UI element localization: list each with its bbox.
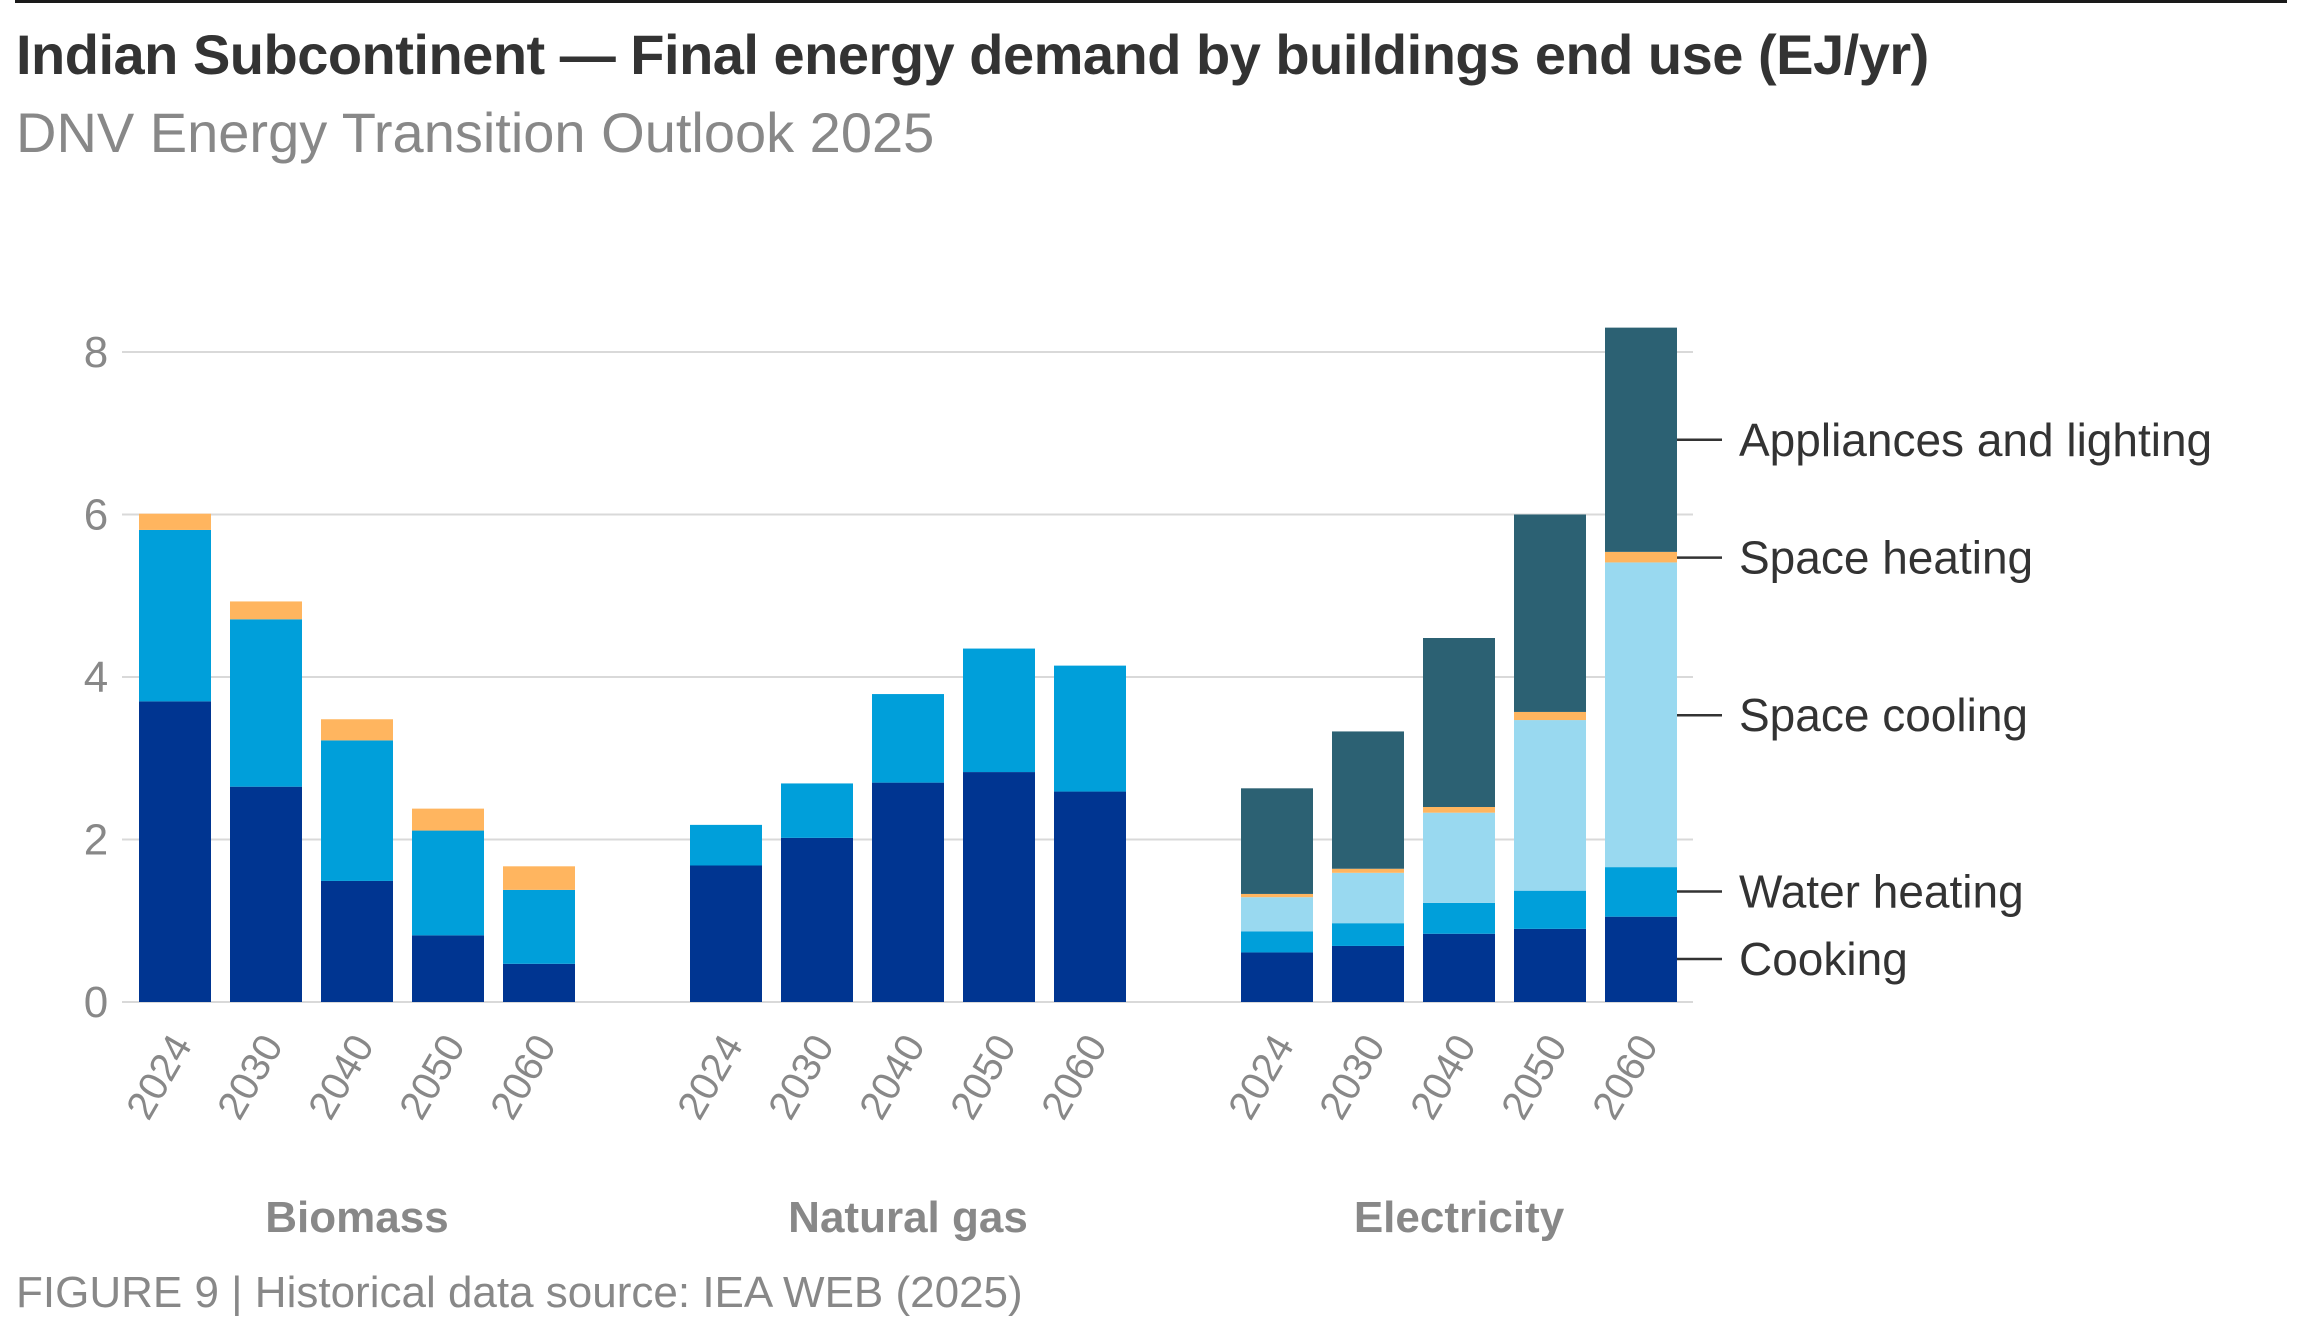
- bar-segment-appliances-and-lighting: [1605, 327, 1677, 552]
- x-tick-label: 2030: [1311, 1028, 1394, 1127]
- bar-segment-space-heating: [139, 513, 211, 530]
- bar-segment-space-cooling: [1605, 562, 1677, 868]
- y-tick-label: 2: [84, 816, 108, 865]
- bar-segment-cooking: [139, 701, 211, 1002]
- x-tick-label: 2030: [209, 1028, 292, 1127]
- bar-segment-water-heating: [412, 830, 484, 936]
- bar-segment-water-heating: [1605, 867, 1677, 917]
- bar-segment-cooking: [1514, 928, 1586, 1002]
- bar-segment-cooking: [321, 880, 393, 1002]
- bar-segment-space-cooling: [1241, 897, 1313, 932]
- x-tick-label: 2040: [300, 1028, 383, 1127]
- x-tick-label: 2024: [669, 1028, 752, 1127]
- y-tick-label: 4: [84, 653, 108, 702]
- bar-segment-cooking: [1332, 945, 1404, 1002]
- bar-segment-cooking: [1054, 791, 1126, 1002]
- bar-segment-cooking: [412, 935, 484, 1002]
- series-label: Cooking: [1739, 933, 1908, 985]
- series-label: Space heating: [1739, 532, 2033, 584]
- group-label: Biomass: [265, 1193, 448, 1242]
- bar-segment-cooking: [781, 837, 853, 1002]
- bar-segment-water-heating: [781, 783, 853, 838]
- bar-segment-space-heating: [1332, 868, 1404, 873]
- bar-segment-cooking: [230, 786, 302, 1002]
- group-label: Natural gas: [788, 1193, 1028, 1242]
- bar-segment-water-heating: [503, 889, 575, 964]
- bars: [139, 327, 1677, 1002]
- bar-segment-water-heating: [1332, 923, 1404, 946]
- bar-segment-space-cooling: [1514, 720, 1586, 891]
- group-label: Electricity: [1354, 1193, 1565, 1242]
- bar-segment-cooking: [690, 865, 762, 1002]
- bar-segment-space-cooling: [1332, 872, 1404, 924]
- bar-segment-cooking: [1605, 916, 1677, 1002]
- series-labels: Appliances and lighting Space heating Spac…: [1677, 414, 2212, 985]
- bar-segment-cooking: [503, 963, 575, 1002]
- bar-segment-water-heating: [872, 694, 944, 783]
- x-tick-label: 2024: [1220, 1028, 1303, 1127]
- series-label: Space cooling: [1739, 689, 2028, 741]
- bar-segment-space-heating: [1423, 807, 1495, 813]
- bar-segment-appliances-and-lighting: [1514, 514, 1586, 712]
- bar-segment-cooking: [1423, 933, 1495, 1002]
- x-tick-label: 2050: [391, 1028, 474, 1127]
- bar-segment-cooking: [872, 782, 944, 1002]
- bar-segment-appliances-and-lighting: [1423, 638, 1495, 807]
- bar-segment-space-heating: [1605, 551, 1677, 563]
- x-tick-label: 2050: [942, 1028, 1025, 1127]
- figure-caption: FIGURE 9 | Historical data source: IEA W…: [16, 1268, 1023, 1317]
- chart-title: Indian Subcontinent — Final energy deman…: [16, 23, 1929, 86]
- bar-segment-space-heating: [1241, 893, 1313, 898]
- x-tick-label: 2050: [1493, 1028, 1576, 1127]
- y-tick-label: 8: [84, 328, 108, 377]
- bar-segment-water-heating: [1514, 890, 1586, 929]
- top-rule: [15, 0, 2287, 3]
- bar-segment-space-cooling: [1423, 812, 1495, 903]
- bar-segment-water-heating: [1241, 931, 1313, 953]
- bar-segment-water-heating: [139, 529, 211, 702]
- x-tick-label: 2060: [1584, 1028, 1667, 1127]
- bar-segment-water-heating: [1423, 902, 1495, 934]
- x-tick-label: 2060: [482, 1028, 565, 1127]
- bar-segment-appliances-and-lighting: [1332, 731, 1404, 869]
- x-tick-label: 2040: [851, 1028, 934, 1127]
- chart-subtitle: DNV Energy Transition Outlook 2025: [16, 101, 935, 164]
- bar-segment-space-heating: [321, 719, 393, 741]
- bar-segment-space-heating: [503, 866, 575, 890]
- x-tick-label: 2030: [760, 1028, 843, 1127]
- x-tick-label: 2040: [1402, 1028, 1485, 1127]
- x-tick-label: 2024: [118, 1028, 201, 1127]
- bar-segment-cooking: [1241, 952, 1313, 1002]
- bar-segment-space-heating: [412, 808, 484, 831]
- bar-segment-water-heating: [690, 824, 762, 866]
- bar-segment-water-heating: [963, 648, 1035, 773]
- bar-segment-space-heating: [1514, 711, 1586, 721]
- bar-segment-water-heating: [230, 619, 302, 787]
- y-tick-label: 6: [84, 491, 108, 540]
- bar-segment-space-heating: [230, 601, 302, 620]
- bar-segment-cooking: [963, 772, 1035, 1002]
- bar-segment-water-heating: [321, 740, 393, 881]
- x-tick-label: 2060: [1033, 1028, 1116, 1127]
- bar-segment-water-heating: [1054, 665, 1126, 792]
- y-tick-label: 0: [84, 978, 108, 1027]
- bar-segment-appliances-and-lighting: [1241, 788, 1313, 894]
- series-label: Water heating: [1739, 866, 2024, 918]
- series-label: Appliances and lighting: [1739, 414, 2212, 466]
